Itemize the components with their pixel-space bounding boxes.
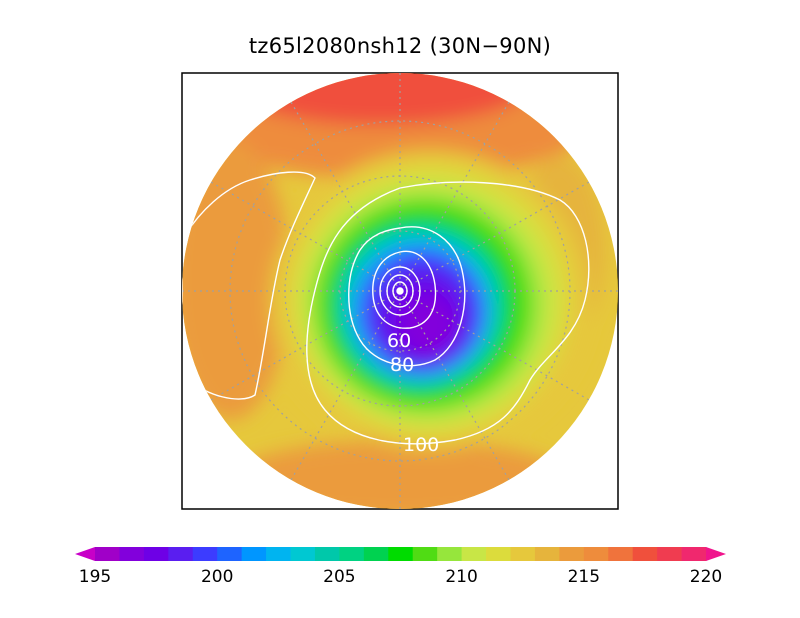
colorbar-swatch <box>632 547 658 561</box>
colorbar-swatch <box>608 547 634 561</box>
contour-80 <box>348 226 466 367</box>
colorbar-swatch <box>486 547 511 561</box>
colorbar-swatch <box>559 547 585 561</box>
colorbar-swatch <box>437 547 462 561</box>
colorbar-swatch <box>461 547 487 561</box>
colorbar-swatch <box>241 547 267 561</box>
colorbar-swatch <box>314 547 340 561</box>
contour-inner-1 <box>379 266 421 316</box>
colorbar-tick-label: 210 <box>445 567 478 587</box>
contour-inner-2 <box>386 274 414 308</box>
colorbar-swatch <box>412 547 438 561</box>
colorbar-swatch <box>534 547 560 561</box>
temperature-field <box>182 73 618 509</box>
colorbar-swatch <box>363 547 389 561</box>
colorbar-swatch <box>681 547 707 561</box>
colorbar-tick-label: 205 <box>323 567 356 587</box>
contour-label-100: 100 <box>403 434 439 456</box>
colorbar-swatch <box>510 547 536 561</box>
contour-60 <box>372 250 437 329</box>
colorbar-swatch <box>339 547 365 561</box>
colorbar-over-arrow <box>706 547 726 561</box>
colorbar-swatch <box>266 547 291 561</box>
colorbar-swatch <box>192 547 218 561</box>
colorbar-under-arrow <box>75 547 95 561</box>
contour-100 <box>306 181 590 445</box>
colorbar-swatch <box>95 547 120 561</box>
colorbar-swatch <box>290 547 316 561</box>
colorbar-swatch <box>217 547 243 561</box>
contour-label-80: 80 <box>390 354 414 376</box>
contour-lines <box>182 171 590 445</box>
colorbar-swatch <box>168 547 194 561</box>
colorbar-swatch <box>388 547 414 561</box>
colorbar-swatch <box>119 547 145 561</box>
graticule <box>182 73 618 509</box>
colorbar-tick-label: 200 <box>200 567 234 587</box>
contour-inner-3 <box>392 281 408 301</box>
map-title: tz65l2080nsh12 (30N−90N) <box>248 34 552 58</box>
colorbar-swatch <box>583 547 609 561</box>
colorbar-swatch <box>657 547 682 561</box>
contour-label-60: 60 <box>387 330 411 352</box>
colorbar-tick-label: 215 <box>567 567 601 587</box>
colorbar-swatch <box>143 547 169 561</box>
colorbar-tick-label: 220 <box>689 567 723 587</box>
colorbar-tick-label: 195 <box>78 567 112 587</box>
